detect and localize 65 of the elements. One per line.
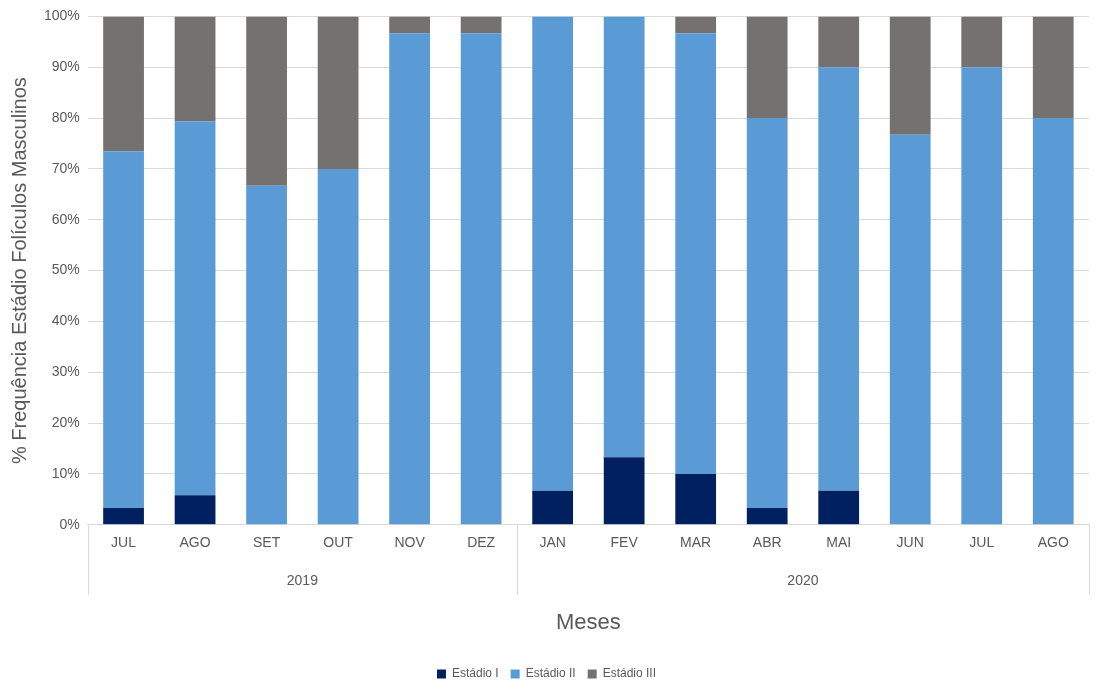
bar <box>675 16 717 34</box>
bar <box>532 16 574 491</box>
y-tick-label: 90% <box>51 58 80 75</box>
bar <box>1032 118 1074 525</box>
bar <box>317 16 359 169</box>
y-tick-label: 50% <box>51 261 80 278</box>
y-tick-label: 40% <box>51 312 80 329</box>
legend-label: Estádio II <box>525 666 576 681</box>
x-tick-label: MAR <box>680 534 712 551</box>
bar <box>317 168 359 525</box>
y-tick-label: 0% <box>59 515 80 532</box>
x-tick-label: JUL <box>111 534 137 551</box>
bar <box>746 16 788 119</box>
bar <box>675 33 717 474</box>
x-tick-label: JUN <box>896 534 924 551</box>
bar <box>389 33 430 525</box>
y-tick-label: 10% <box>51 464 80 481</box>
x-tick-label: AGO <box>1037 534 1069 551</box>
x-tick-label: SET <box>252 534 281 551</box>
bar <box>675 473 717 525</box>
text: 2019 <box>286 571 319 588</box>
x-tick-label: AGO <box>179 534 211 551</box>
bar <box>103 151 144 509</box>
y-tick-label: 60% <box>51 210 80 227</box>
bar <box>818 490 860 525</box>
x-axis-title: Meses <box>556 608 621 634</box>
bar <box>818 16 860 68</box>
x-tick-label: NOV <box>394 534 426 551</box>
x-tick-label: OUT <box>323 534 354 551</box>
bar <box>103 16 144 152</box>
text: 2020 <box>787 571 819 588</box>
bar <box>174 121 216 496</box>
bar <box>746 118 788 509</box>
legend-label: Estádio I <box>451 666 499 681</box>
y-tick-label: 30% <box>51 363 80 380</box>
x-tick-label: MAI <box>826 534 852 551</box>
bar <box>961 16 1003 68</box>
bar <box>1032 16 1074 119</box>
x-tick-label: FEV <box>610 534 639 551</box>
bar <box>246 185 287 525</box>
x-tick-label: JUL <box>969 534 995 551</box>
x-tick-label: DEZ <box>467 534 496 551</box>
y-tick-label: 70% <box>51 159 80 176</box>
y-tick-label: 100% <box>43 7 80 24</box>
x-tick-label: ABR <box>752 534 782 551</box>
bar <box>746 508 788 525</box>
bar <box>174 16 216 122</box>
bar <box>460 16 502 34</box>
x-tick-label: JAN <box>539 534 566 551</box>
y-tick-label: 80% <box>51 108 80 125</box>
bar <box>103 508 144 525</box>
bar <box>961 67 1003 525</box>
legend-label: Estádio III <box>602 666 657 681</box>
bar <box>389 16 430 34</box>
bar <box>603 16 645 458</box>
bar <box>460 33 502 525</box>
y-tick-label: 20% <box>51 413 80 430</box>
bar <box>889 134 931 525</box>
bar <box>246 16 287 186</box>
bar <box>603 457 645 525</box>
bar <box>889 16 931 135</box>
bar <box>532 490 574 525</box>
bar <box>818 67 860 491</box>
bar <box>174 495 216 525</box>
y-axis-title: % Frequência Estádio Folículos Masculinos <box>7 77 30 465</box>
